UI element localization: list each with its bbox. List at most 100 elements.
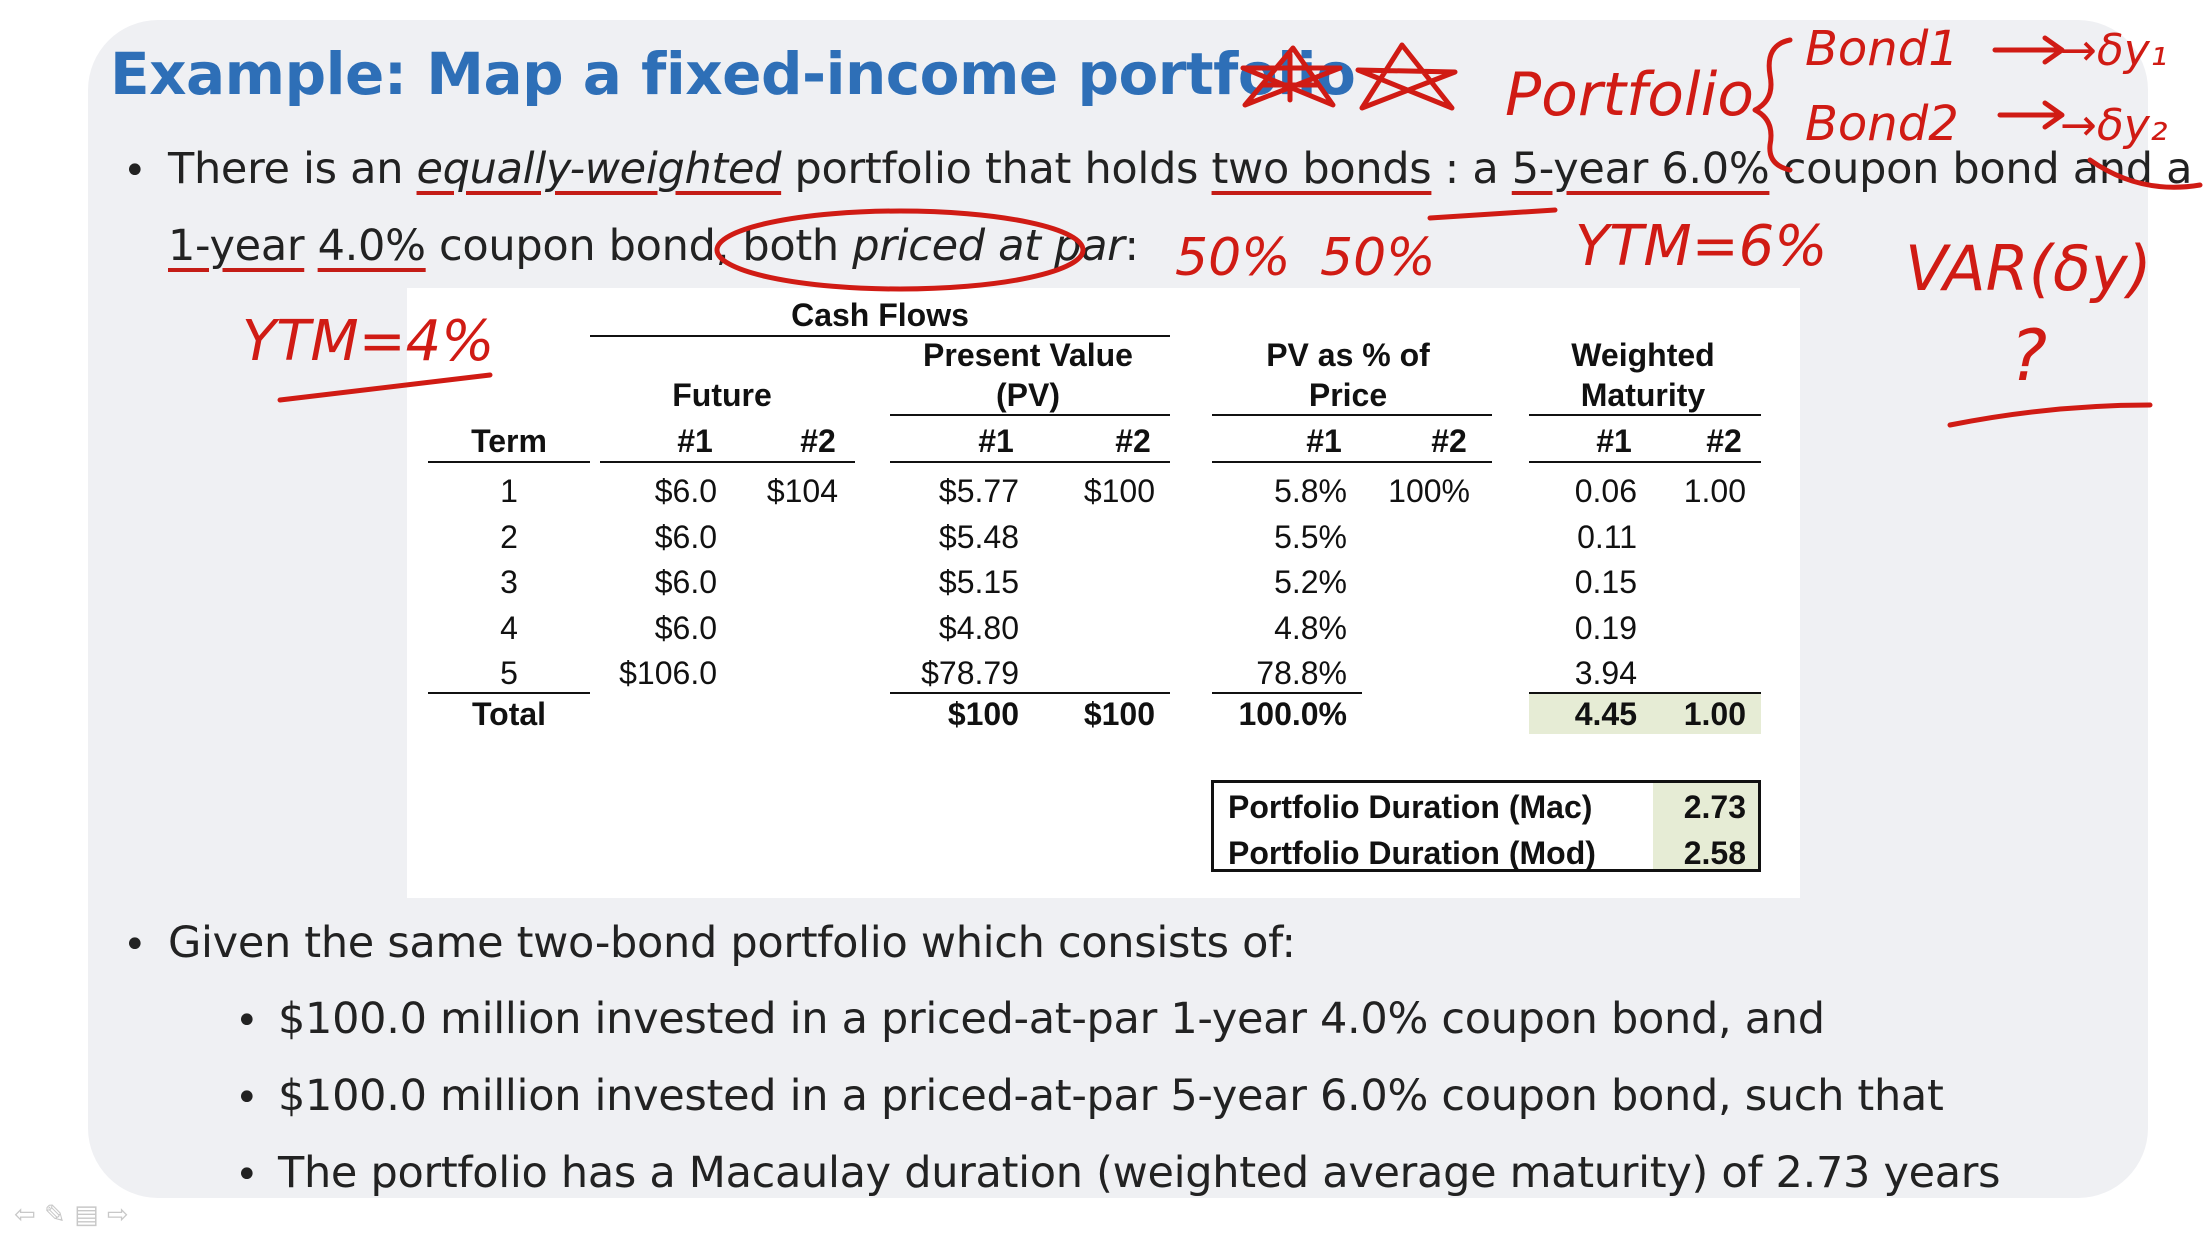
- total-wm-2: 1.00: [1683, 696, 1746, 732]
- cell-future-1: $6.0: [654, 519, 717, 555]
- cell-term: 1: [500, 473, 518, 509]
- duration-mac-value: 2.73: [1683, 789, 1746, 825]
- annotation-pct-bond1: 50%: [1320, 228, 1436, 288]
- cell-wm-1: 0.11: [1577, 519, 1637, 555]
- annotation-portfolio: Portfolio: [1505, 60, 1754, 130]
- duration-mod-value: 2.58: [1683, 835, 1746, 871]
- rule-total-pct: [1212, 692, 1362, 694]
- star-icon: [1240, 45, 1343, 108]
- emphasis-1-year: 1-year: [168, 221, 305, 271]
- annotation-ytm6: YTM=6%: [1575, 214, 1828, 279]
- weighted-maturity-total-highlight: [1529, 694, 1761, 734]
- ytm4-underline: [277, 372, 493, 403]
- sub-bullet-3: The portfolio has a Macaulay duration (w…: [278, 1148, 2001, 1198]
- cell-pct-2: 100%: [1388, 473, 1470, 509]
- bullet-1-marker: •: [123, 148, 147, 194]
- sub-bullet-1-marker: •: [235, 998, 259, 1044]
- rule-pv-sub: [890, 414, 1170, 416]
- cell-pv-1: $5.15: [938, 564, 1019, 600]
- sub-bullet-2: $100.0 million invested in a priced-at-p…: [278, 1071, 1944, 1121]
- duration-mod-label: Portfolio Duration (Mod): [1228, 835, 1596, 871]
- header-wm-1: #1: [1596, 423, 1632, 459]
- cell-term: 3: [500, 564, 518, 600]
- emphasis-equally-weighted: equally-weighted: [416, 144, 782, 194]
- bullet-2-marker: •: [123, 922, 147, 968]
- header-pv-line1: Present Value: [923, 337, 1133, 373]
- emphasis-two-bonds: two bonds: [1211, 144, 1432, 194]
- cell-wm-1: 0.06: [1574, 473, 1637, 509]
- cell-pct-1: 5.2%: [1274, 564, 1347, 600]
- rule-future: [600, 461, 855, 463]
- annotation-bond1: Bond1: [1805, 21, 1959, 77]
- duration-values-highlight: [1653, 783, 1758, 869]
- rule-total-wm: [1529, 692, 1761, 694]
- header-pv-line2: (PV): [996, 377, 1060, 413]
- header-pct-line1: PV as % of: [1266, 337, 1430, 373]
- rule-wm-cols: [1529, 461, 1761, 463]
- var-underline-curve: [2087, 157, 2203, 190]
- paragraph-1-line-2: 1-year 4.0% coupon bond, both priced at …: [168, 221, 1139, 271]
- cell-pct-1: 78.8%: [1256, 655, 1347, 691]
- star-icon: [1355, 42, 1458, 111]
- cell-wm-1: 3.94: [1574, 655, 1637, 691]
- paragraph-1-line-1: There is an equally-weighted portfolio t…: [168, 144, 2193, 194]
- cell-future-1: $6.0: [654, 564, 717, 600]
- cell-pct-1: 5.8%: [1274, 473, 1347, 509]
- cell-pct-1: 4.8%: [1274, 610, 1347, 646]
- header-pct-1: #1: [1306, 423, 1342, 459]
- arrow-icon: [1992, 35, 2065, 130]
- annotation-dy2: →δy₂: [2060, 100, 2167, 151]
- priced-at-par-circle: [714, 208, 1086, 292]
- cell-future-1: $106.0: [619, 655, 717, 691]
- sub-bullet-2-marker: •: [235, 1075, 259, 1121]
- emphasis-4pct: 4.0%: [317, 221, 426, 271]
- header-pct-2: #2: [1431, 423, 1467, 459]
- sub-bullet-1: $100.0 million invested in a priced-at-p…: [278, 994, 1825, 1044]
- header-pv-1: #1: [978, 423, 1014, 459]
- total-wm-1: 4.45: [1574, 696, 1637, 732]
- cell-future-1: $6.0: [654, 473, 717, 509]
- rule-pct-cols: [1212, 461, 1492, 463]
- rule-total-term: [428, 692, 590, 694]
- cell-future-1: $6.0: [654, 610, 717, 646]
- paragraph-2: Given the same two-bond portfolio which …: [168, 918, 1296, 968]
- cell-term: 2: [500, 519, 518, 555]
- cell-pv-2: $100: [1083, 473, 1155, 509]
- header-wm-line1: Weighted: [1571, 337, 1715, 373]
- cell-wm-1: 0.15: [1574, 564, 1637, 600]
- rule-cash-flows: [590, 335, 1170, 337]
- cell-pct-1: 5.5%: [1274, 519, 1347, 555]
- rule-wm: [1529, 414, 1761, 416]
- header-future: Future: [672, 377, 772, 413]
- duration-mac-label: Portfolio Duration (Mac): [1228, 789, 1593, 825]
- sub-bullet-3-marker: •: [235, 1152, 259, 1198]
- cell-pv-1: $78.79: [921, 655, 1019, 691]
- header-future-1: #1: [677, 423, 713, 459]
- annotation-question: ?: [2010, 315, 2047, 397]
- header-term: Term: [471, 423, 547, 459]
- cell-wm-2: 1.00: [1683, 473, 1746, 509]
- slide-title: Example: Map a fixed-income portfolio: [110, 40, 1356, 108]
- header-wm-line2: Maturity: [1580, 377, 1706, 413]
- rule-total-pv: [890, 692, 1170, 694]
- ytm6-underline: [1427, 207, 1558, 221]
- header-future-2: #2: [800, 423, 836, 459]
- emphasis-5-year-6pct: 5-year 6.0%: [1511, 144, 1770, 194]
- slide-nav-icons[interactable]: ⇦ ✎ ▤ ⇨: [14, 1200, 129, 1230]
- header-pct-line2: Price: [1308, 377, 1388, 413]
- annotation-var: VAR(δy): [1905, 232, 2152, 305]
- total-pv-1: $100: [947, 696, 1019, 732]
- cell-term: 4: [500, 610, 518, 646]
- cell-wm-1: 0.19: [1574, 610, 1637, 646]
- rule-pv: [890, 461, 1170, 463]
- cell-pv-1: $5.48: [938, 519, 1019, 555]
- question-underline: [1947, 402, 2153, 428]
- rule-pct: [1212, 414, 1492, 416]
- total-pv-2: $100: [1083, 696, 1155, 732]
- header-cash-flows: Cash Flows: [791, 297, 969, 333]
- annotation-dy1: →δy₁: [2060, 25, 2167, 76]
- annotation-ytm4: YTM=4%: [242, 309, 495, 374]
- header-pv-2: #2: [1115, 423, 1151, 459]
- annotation-pct-bond2: 50%: [1175, 228, 1291, 288]
- annotation-bond2: Bond2: [1805, 96, 1959, 152]
